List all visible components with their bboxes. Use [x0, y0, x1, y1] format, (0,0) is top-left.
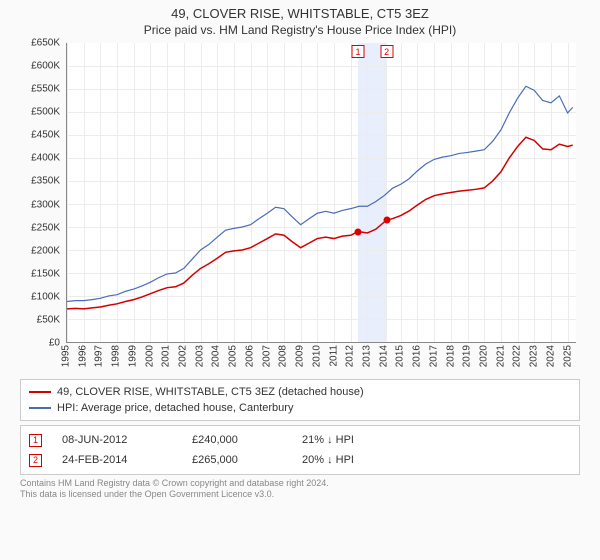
legend-swatch: [29, 391, 51, 393]
y-axis: £0£50K£100K£150K£200K£250K£300K£350K£400…: [20, 43, 64, 343]
sale-hpi-diff: 20% ↓ HPI: [302, 454, 412, 466]
table-row: 1 08-JUN-2012 £240,000 21% ↓ HPI: [29, 430, 571, 450]
footer-line: This data is licensed under the Open Gov…: [20, 489, 580, 500]
sale-price: £240,000: [192, 434, 282, 446]
sale-point-dot: [355, 228, 362, 235]
title-subtitle: Price paid vs. HM Land Registry's House …: [0, 23, 600, 37]
sale-marker-icon: 2: [380, 45, 393, 58]
line-chart-svg: [67, 43, 576, 342]
legend-item: 49, CLOVER RISE, WHITSTABLE, CT5 3EZ (de…: [29, 384, 539, 400]
footer-attribution: Contains HM Land Registry data © Crown c…: [20, 478, 580, 501]
plot-area: 12: [66, 43, 576, 343]
sale-hpi-diff: 21% ↓ HPI: [302, 434, 412, 446]
sale-price: £265,000: [192, 454, 282, 466]
sale-marker-icon: 2: [29, 454, 42, 467]
x-axis: 1995199619971998199920002001200220032004…: [66, 343, 576, 373]
chart-area: £0£50K£100K£150K£200K£250K£300K£350K£400…: [20, 43, 580, 373]
title-address: 49, CLOVER RISE, WHITSTABLE, CT5 3EZ: [0, 6, 600, 21]
legend-label: HPI: Average price, detached house, Cant…: [57, 402, 293, 414]
legend-swatch: [29, 407, 51, 409]
legend: 49, CLOVER RISE, WHITSTABLE, CT5 3EZ (de…: [20, 379, 580, 421]
sale-point-dot: [383, 217, 390, 224]
sales-table: 1 08-JUN-2012 £240,000 21% ↓ HPI 2 24-FE…: [20, 425, 580, 475]
sale-marker-icon: 1: [352, 45, 365, 58]
sale-date: 24-FEB-2014: [62, 454, 172, 466]
footer-line: Contains HM Land Registry data © Crown c…: [20, 478, 580, 489]
table-row: 2 24-FEB-2014 £265,000 20% ↓ HPI: [29, 450, 571, 470]
legend-item: HPI: Average price, detached house, Cant…: [29, 400, 539, 416]
sale-date: 08-JUN-2012: [62, 434, 172, 446]
legend-label: 49, CLOVER RISE, WHITSTABLE, CT5 3EZ (de…: [57, 386, 364, 398]
sale-marker-icon: 1: [29, 434, 42, 447]
chart-titles: 49, CLOVER RISE, WHITSTABLE, CT5 3EZ Pri…: [0, 0, 600, 37]
